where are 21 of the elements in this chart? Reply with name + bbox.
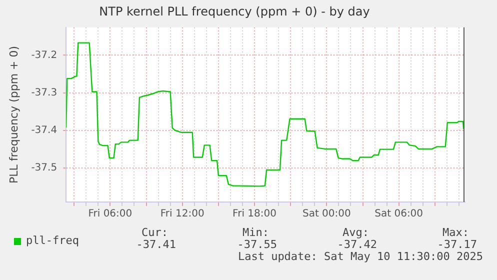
y-tick-label: -37.3 [31,87,58,98]
x-tick-label: Sat 00:00 [302,208,351,220]
legend-label: pll-freq [26,234,79,247]
text: -37.42 [337,238,377,251]
x-tick-label: Fri 06:00 [88,208,132,220]
text: Last update: Sat May 10 11:30:00 2025 [238,250,483,263]
text: -37.17 [437,238,477,251]
text: Avg: [342,226,369,239]
y-tick-label: -37.2 [31,50,58,61]
text: -37.55 [237,238,277,251]
text: Min: [242,226,269,239]
text: -37.41 [136,238,176,251]
text: Cur: [142,226,168,239]
chart-title: NTP kernel PLL frequency (ppm + 0) - by day [99,4,370,18]
x-tick-label: Fri 12:00 [160,208,204,220]
x-tick-label: Sat 06:00 [374,208,424,220]
y-tick-label: -37.5 [31,162,58,174]
y-tick-label: -37.4 [31,125,58,136]
y-axis-title: PLL frequency (ppm + 0) [7,46,20,184]
text: Max: [442,226,469,239]
x-tick-label: Fri 18:00 [232,208,276,220]
